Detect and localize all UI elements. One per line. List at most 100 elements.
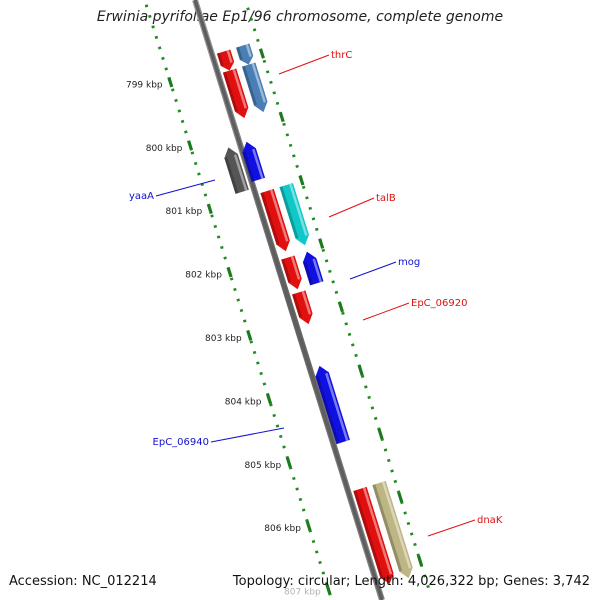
scale-tick (278, 111, 285, 123)
gene-arrow (236, 43, 254, 65)
gene-shadow (260, 192, 280, 245)
scale-tick-label: 802 kbp (185, 271, 222, 281)
gene-shadow (242, 151, 255, 182)
gene-shadow (315, 375, 340, 445)
chromosome-backbone-core (193, 0, 384, 600)
gene-label-leader (278, 54, 330, 75)
gene-feature[interactable] (236, 43, 255, 67)
scale-tick (377, 428, 384, 440)
gene-feature[interactable] (260, 188, 292, 253)
gene-highlight (325, 372, 349, 442)
scale-tick (258, 48, 265, 59)
scale-tick-layer: 799 kbp 800 kbp 801 kbp 802 kbp 803 kbp 804 k… (126, 0, 433, 600)
gene-label-leader (427, 519, 476, 537)
gene-highlight (381, 481, 412, 569)
gene-layer (216, 43, 415, 586)
scale-tick (325, 583, 332, 595)
scale-tick (416, 555, 424, 566)
gene-shadow (279, 186, 299, 239)
gene-label-leader (362, 302, 410, 321)
gene-shadow (224, 157, 239, 194)
gene-highlight (269, 189, 289, 242)
gene-arrow (260, 188, 290, 252)
gene-feature[interactable] (216, 49, 236, 72)
scale-tick-label: 805 kbp (245, 461, 282, 471)
gene-highlight (233, 154, 248, 191)
scale-tick-label: 807 kbp (284, 588, 321, 598)
gene-shadow (241, 65, 257, 106)
gene-feature[interactable] (281, 255, 304, 291)
scale-tick (246, 330, 253, 341)
scale-rail-right (243, 0, 433, 596)
gene-arrow (372, 480, 413, 579)
accession-label: Accession: NC_012214 (9, 574, 157, 589)
gene-EpC_06920[interactable] (292, 290, 315, 326)
scale-tick-label: 799 kbp (126, 80, 163, 90)
scale-tick-label: 800 kbp (146, 144, 183, 154)
topology-label: Topology: circular; Length: 4,026,322 bp… (232, 574, 590, 589)
gene-label-mog[interactable]: mog (398, 257, 420, 268)
gene-label-yaaA[interactable]: yaaA (129, 191, 154, 202)
gene-highlight (362, 487, 393, 575)
gene-arrow (222, 68, 249, 119)
scale-tick (226, 266, 233, 278)
scale-tick (298, 175, 305, 186)
gene-arrow (292, 290, 313, 325)
gene-label-layer: thrC yaaA talB mog EpC_06920 EpC_06940 dnaK (129, 50, 503, 537)
scale-tick (285, 457, 292, 468)
gene-label-talB[interactable]: talB (376, 193, 396, 204)
gene-shadow (302, 261, 313, 286)
gene-highlight (245, 43, 252, 58)
gene-highlight (226, 49, 233, 64)
scale-rail-left (144, 4, 334, 600)
gene-highlight (290, 255, 301, 280)
gene-yaaA[interactable] (222, 145, 249, 194)
gene-label-leader (328, 197, 375, 218)
gene-highlight (252, 148, 264, 179)
scale-tick (206, 203, 213, 215)
gene-highlight (289, 183, 308, 236)
gene-shadow (372, 484, 403, 572)
gene-label-EpC_06940[interactable]: EpC_06940 (153, 437, 209, 448)
chromosome-backbone-layer (192, 0, 385, 600)
gene-dnaK[interactable] (372, 480, 415, 580)
scale-tick-label: 804 kbp (225, 397, 262, 407)
gene-thrC[interactable] (241, 62, 270, 115)
gene-arrow (315, 365, 350, 445)
scale-tick (305, 520, 312, 532)
scale-tick (266, 393, 273, 405)
gene-feature[interactable] (353, 486, 396, 586)
gene-label-leader (349, 261, 397, 280)
scale-tick (318, 238, 325, 249)
gene-arrow (302, 251, 324, 286)
gene-feature[interactable] (222, 68, 251, 120)
gene-shadow (222, 71, 238, 112)
scale-tick-label: 806 kbp (264, 524, 301, 534)
scale-tick (337, 301, 344, 313)
gene-arrow (241, 62, 268, 113)
gene-arrow (242, 141, 266, 182)
gene-label-leader (210, 427, 285, 443)
gene-label-EpC_06920[interactable]: EpC_06920 (411, 298, 467, 309)
gene-label-dnaK[interactable]: dnaK (477, 515, 503, 526)
gene-highlight (251, 62, 267, 103)
gene-mog[interactable] (300, 250, 324, 286)
scale-tick-label: 803 kbp (205, 334, 242, 344)
scale-tick (167, 76, 174, 88)
gene-label-thrC[interactable]: thrC (331, 50, 352, 61)
gene-feature[interactable] (240, 140, 266, 182)
scale-tick (187, 140, 194, 151)
gene-shadow (353, 490, 384, 578)
gene-shadow (236, 46, 243, 61)
gene-shadow (216, 52, 224, 66)
scale-tick-label: 801 kbp (165, 207, 202, 217)
gene-shadow (281, 258, 292, 283)
gene-EpC_06940[interactable] (313, 364, 350, 445)
gene-highlight (232, 68, 247, 109)
gene-arrow (279, 182, 309, 246)
gene-shadow (292, 293, 303, 318)
gene-arrow (224, 147, 249, 194)
scale-tick (397, 491, 404, 503)
gene-talB[interactable] (279, 182, 312, 247)
